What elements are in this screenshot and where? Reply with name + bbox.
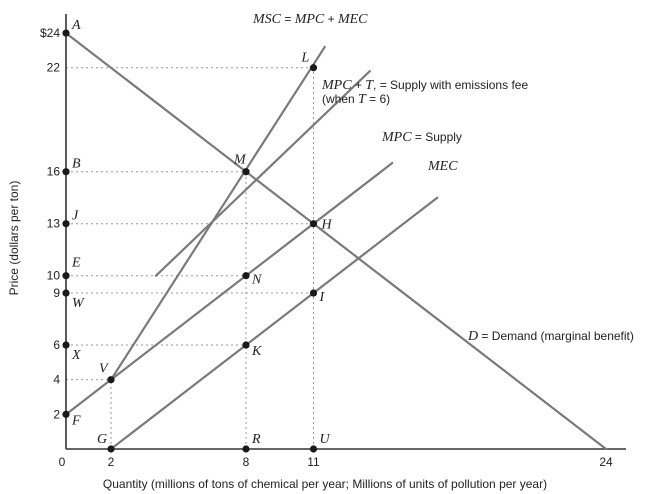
point-g	[107, 445, 115, 453]
mpc-line	[64, 161, 394, 416]
mpc_t-line	[154, 70, 371, 277]
point-a	[62, 29, 70, 37]
point-w	[62, 289, 70, 297]
point-label-l: L	[301, 51, 310, 66]
point-i	[309, 289, 318, 297]
y-tick-label: 4	[53, 373, 60, 387]
y-tick-label: 13	[47, 217, 61, 231]
point-r	[242, 445, 250, 453]
point-label-g: G	[97, 432, 107, 447]
point-label-h: H	[321, 218, 333, 233]
y-tick-label: 22	[47, 61, 61, 75]
point-x	[62, 341, 70, 349]
point-label-j: J	[72, 209, 79, 224]
point-l	[309, 64, 318, 72]
mec-label: MEC	[427, 159, 458, 174]
mpc_t-label-line2: (when T = 6)	[322, 92, 390, 107]
point-label-f: F	[71, 413, 81, 428]
points	[62, 29, 318, 453]
x-tick-label: 11	[307, 455, 320, 469]
y-tick-label: 6	[53, 338, 60, 352]
point-label-i: I	[319, 290, 326, 305]
y-axis-title: Price (dollars per ton)	[7, 181, 21, 296]
axes	[65, 14, 626, 450]
point-label-m: M	[233, 153, 247, 168]
point-labels: A B J E W X F G V L M H N I K R U	[71, 18, 333, 447]
point-n	[242, 272, 250, 280]
y-tick-label: 10	[47, 269, 61, 283]
y-tick-label: 16	[47, 165, 61, 179]
point-label-a: A	[71, 18, 81, 33]
demand-label: D = Demand (marginal benefit)	[467, 329, 634, 344]
tick-labels: $24 22 16 13 10 9 6 4 2 0 2 8 11 24	[40, 26, 613, 469]
point-label-b: B	[72, 157, 81, 172]
point-u	[309, 445, 318, 453]
y-tick-label: $24	[40, 26, 60, 40]
point-label-w: W	[72, 296, 85, 311]
point-label-k: K	[251, 344, 262, 359]
point-label-r: R	[251, 432, 261, 447]
point-f	[62, 410, 70, 418]
point-h	[309, 220, 318, 228]
point-j	[62, 220, 70, 228]
point-label-n: N	[251, 273, 262, 288]
point-k	[242, 341, 250, 349]
x-tick-label: 0	[59, 455, 66, 469]
mpc-label: MPC = Supply	[381, 130, 462, 145]
point-label-v: V	[99, 362, 109, 377]
msc-line	[109, 45, 326, 381]
x-tick-label: 24	[599, 455, 613, 469]
point-label-u: U	[320, 432, 331, 447]
x-axis-title: Quantity (millions of tons of chemical p…	[103, 477, 547, 491]
point-m	[242, 168, 250, 176]
mpc_t-label: MPC + T, = Supply with emissions fee	[321, 78, 528, 93]
x-tick-label: 8	[243, 455, 250, 469]
y-tick-label: 9	[53, 286, 60, 300]
mec-line	[109, 196, 439, 451]
point-label-e: E	[71, 256, 81, 271]
x-tick-label: 2	[108, 455, 115, 469]
point-label-x: X	[71, 348, 81, 363]
msc-label: MSC = MPC + MEC	[252, 12, 368, 27]
demand-line	[64, 31, 608, 451]
series-lines	[64, 31, 608, 451]
series-labels: D = Demand (marginal benefit) MSC = MPC +…	[252, 12, 634, 344]
point-v	[107, 376, 115, 384]
point-b	[62, 168, 70, 176]
point-e	[62, 272, 70, 280]
y-tick-label: 2	[53, 407, 60, 421]
